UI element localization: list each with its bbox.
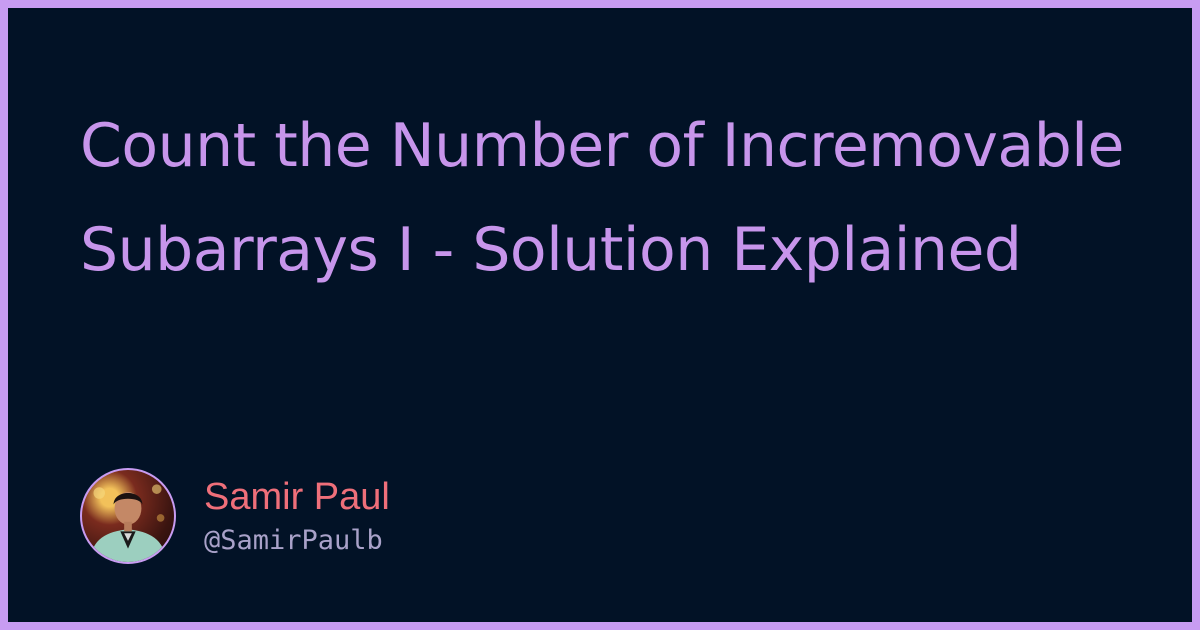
article-title: Count the Number of Incremovable Subarra… bbox=[80, 111, 1124, 285]
author-name: Samir Paul bbox=[204, 476, 390, 518]
author-block: Samir Paul @SamirPaulb bbox=[80, 466, 390, 566]
author-text: Samir Paul @SamirPaulb bbox=[204, 475, 390, 557]
author-handle: @SamirPaulb bbox=[204, 525, 383, 556]
person-avatar-icon bbox=[89, 484, 167, 562]
author-avatar bbox=[80, 468, 176, 564]
